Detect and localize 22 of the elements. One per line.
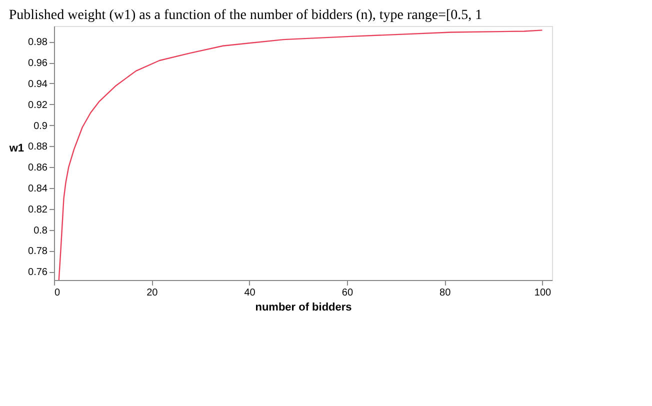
x-tick-label: 60 — [342, 288, 354, 298]
y-tick-label: 0.86 — [28, 162, 48, 174]
x-axis-title: number of bidders — [255, 302, 352, 314]
x-tick-label: 40 — [244, 288, 256, 298]
y-tick-label: 0.94 — [28, 78, 48, 90]
y-tick-label: 0.88 — [28, 142, 48, 153]
y-tick-label: 0.78 — [28, 246, 48, 258]
y-tick-label: 0.9 — [34, 120, 48, 132]
line-series — [58, 30, 543, 281]
x-tick-label: 80 — [440, 288, 452, 298]
y-tick-label: 0.84 — [28, 184, 48, 195]
y-axis-title: w1 — [8, 142, 24, 154]
y-tick-label: 0.98 — [28, 37, 48, 48]
y-tick-label: 0.8 — [34, 225, 48, 236]
y-tick-label: 0.96 — [28, 58, 48, 70]
y-tick-label: 0.92 — [28, 100, 48, 111]
x-tick-label: 0 — [54, 288, 60, 298]
x-tick-label: 20 — [146, 288, 158, 298]
chart-title: Published weight (w1) as a function of the number of bidders (n), type range=[0.5, 1 — [8, 8, 482, 23]
y-tick-label: 0.76 — [28, 267, 48, 278]
x-tick-label: 100 — [534, 288, 552, 298]
y-tick-label: 0.82 — [28, 204, 48, 216]
